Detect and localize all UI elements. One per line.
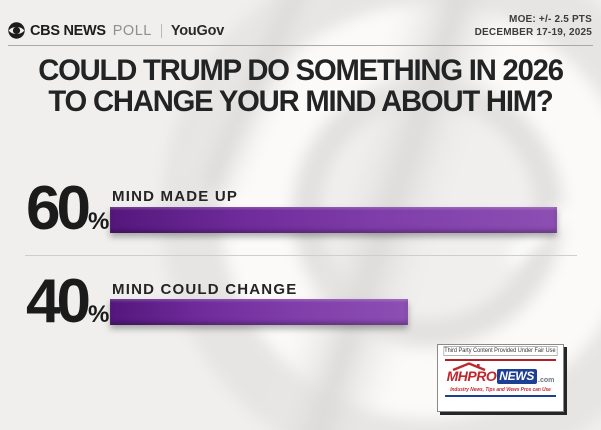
brand-separator bbox=[160, 23, 162, 38]
watermark-red-rule bbox=[445, 359, 556, 361]
brand-suffix: POLL bbox=[112, 22, 152, 39]
percent-sign: % bbox=[87, 301, 110, 328]
date-line: DECEMBER 17-19, 2025 bbox=[474, 26, 592, 38]
watermark-disclaimer: Third Party Content Provided Under Fair … bbox=[443, 346, 558, 356]
value-label-mind-made-up: 60% bbox=[26, 178, 110, 240]
poll-meta: MOE: +/- 2.5 PTS DECEMBER 17-19, 2025 bbox=[475, 14, 592, 39]
cbs-eye-icon bbox=[8, 22, 25, 39]
value-label-mind-could-change: 40% bbox=[26, 271, 110, 333]
category-label-mind-made-up: MIND MADE UP bbox=[112, 188, 239, 205]
percent-sign: % bbox=[87, 208, 110, 235]
moe-line: MOE: +/- 2.5 PTS bbox=[509, 14, 592, 25]
brand-name: CBS NEWS bbox=[30, 22, 106, 39]
value-number: 40 bbox=[26, 267, 91, 336]
logo-mh: MH bbox=[446, 368, 468, 384]
title-line-2: TO CHANGE YOUR MIND ABOUT HIM? bbox=[48, 85, 553, 118]
bar-mind-could-change bbox=[110, 299, 408, 325]
header-brand-row: CBS NEWS POLL YouGov bbox=[8, 22, 224, 39]
watermark-blue-rule bbox=[445, 395, 556, 397]
title-line-1: COULD TRUMP DO SOMETHING IN 2026 bbox=[38, 54, 564, 87]
row-divider bbox=[25, 255, 577, 256]
watermark-box: Third Party Content Provided Under Fair … bbox=[437, 344, 564, 412]
category-label-mind-could-change: MIND COULD CHANGE bbox=[112, 281, 298, 298]
watermark-tagline: Industry News, Tips and Views Pros can U… bbox=[450, 387, 551, 393]
logo-tld: .com bbox=[538, 377, 555, 384]
roof-icon bbox=[452, 362, 486, 371]
bar-mind-made-up bbox=[110, 207, 557, 233]
value-number: 60 bbox=[26, 174, 91, 243]
partner-name: YouGov bbox=[170, 22, 225, 39]
logo-pro: PRO bbox=[467, 368, 497, 384]
mhpronews-logo: MH PRO NEWS .com bbox=[438, 362, 563, 384]
logo-news: NEWS bbox=[497, 368, 538, 384]
page-title: COULD TRUMP DO SOMETHING IN 2026 TO CHAN… bbox=[3, 55, 598, 117]
header-divider bbox=[8, 45, 593, 46]
